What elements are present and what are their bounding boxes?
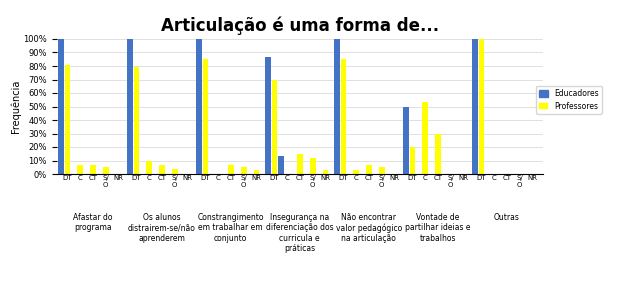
- Bar: [422, 102, 428, 174]
- Bar: [228, 164, 234, 174]
- Bar: [254, 170, 259, 174]
- Legend: Educadores, Professores: Educadores, Professores: [536, 86, 602, 114]
- Bar: [65, 64, 71, 174]
- Text: Outras: Outras: [493, 213, 519, 222]
- Bar: [473, 39, 478, 174]
- Bar: [435, 134, 441, 174]
- Bar: [78, 164, 83, 174]
- Bar: [172, 169, 178, 174]
- Text: Afastar do
programa: Afastar do programa: [73, 213, 112, 232]
- Bar: [103, 167, 109, 174]
- Bar: [272, 80, 278, 174]
- Bar: [146, 160, 152, 174]
- Bar: [403, 106, 409, 174]
- Bar: [366, 164, 372, 174]
- Bar: [159, 164, 165, 174]
- Bar: [334, 39, 340, 174]
- Bar: [322, 170, 328, 174]
- Bar: [241, 167, 247, 174]
- Bar: [266, 56, 271, 174]
- Bar: [341, 59, 346, 174]
- Bar: [297, 154, 303, 174]
- Bar: [278, 156, 284, 174]
- Text: Os alunos
distrairem-se/não
aprenderem: Os alunos distrairem-se/não aprenderem: [128, 213, 196, 243]
- Bar: [410, 147, 415, 174]
- Bar: [196, 39, 202, 174]
- Bar: [134, 67, 139, 174]
- Bar: [59, 39, 64, 174]
- Title: Articulação é uma forma de...: Articulação é uma forma de...: [161, 16, 439, 35]
- Bar: [353, 170, 359, 174]
- Text: Não encontrar
valor pedagógico
na articulação: Não encontrar valor pedagógico na articu…: [336, 213, 402, 243]
- Y-axis label: Frequência: Frequência: [10, 80, 21, 133]
- Bar: [127, 39, 133, 174]
- Bar: [379, 167, 385, 174]
- Bar: [90, 164, 96, 174]
- Text: Insegurança na
diferenciação dos
curricula e
práticas: Insegurança na diferenciação dos curricu…: [266, 213, 334, 253]
- Bar: [203, 59, 208, 174]
- Text: Constrangimento
em trabalhar em
conjunto: Constrangimento em trabalhar em conjunto: [198, 213, 264, 243]
- Bar: [479, 39, 485, 174]
- Text: Vontade de
partilhar ideias e
trabalhos: Vontade de partilhar ideias e trabalhos: [405, 213, 471, 243]
- Bar: [310, 158, 316, 174]
